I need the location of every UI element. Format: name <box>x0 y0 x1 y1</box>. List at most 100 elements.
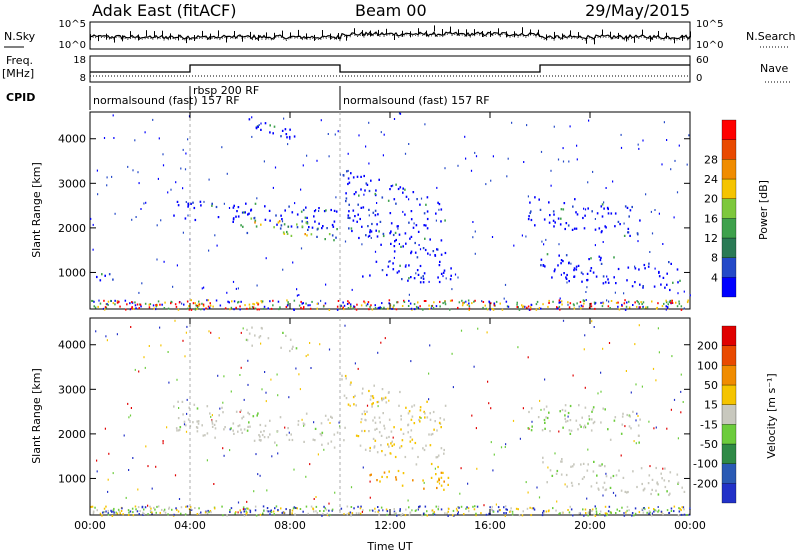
heatmap-cell <box>664 485 667 489</box>
heatmap-cell <box>542 456 544 459</box>
heatmap-cell <box>113 512 116 515</box>
heatmap-cell <box>345 197 348 200</box>
heatmap-cell <box>222 401 224 404</box>
heatmap-cell <box>326 514 329 517</box>
heatmap-cell <box>543 243 545 246</box>
heatmap-cell <box>180 512 182 515</box>
heatmap-cell <box>632 410 634 413</box>
heatmap-cell <box>175 305 178 308</box>
heatmap-cell <box>178 301 181 304</box>
heatmap-cell <box>621 506 623 509</box>
heatmap-cell <box>591 320 593 323</box>
heatmap-cell <box>583 424 586 427</box>
heatmap-cell <box>442 271 445 274</box>
heatmap-cell <box>607 212 610 215</box>
heatmap-cell <box>517 306 519 309</box>
heatmap-cell <box>249 425 251 428</box>
heatmap-cell <box>495 503 497 506</box>
heatmap-cell <box>527 218 530 221</box>
heatmap-cell <box>194 507 196 509</box>
heatmap-cell <box>465 157 467 160</box>
heatmap-cell <box>187 202 189 205</box>
heatmap-cell <box>342 306 344 309</box>
heatmap-cell <box>98 299 100 302</box>
heatmap-cell <box>621 415 624 418</box>
heatmap-cell <box>226 514 228 517</box>
heatmap-cell <box>240 300 242 303</box>
heatmap-cell <box>562 147 564 150</box>
heatmap-cell <box>407 279 409 282</box>
noise-sky-line <box>89 31 691 41</box>
heatmap-cell <box>227 300 229 303</box>
heatmap-cell <box>180 506 183 509</box>
heatmap-cell <box>492 308 495 311</box>
heatmap-cell <box>287 225 290 228</box>
heatmap-cell <box>308 226 310 229</box>
heatmap-cell <box>654 267 656 270</box>
heatmap-cell <box>135 216 137 218</box>
heatmap-cell <box>161 303 163 306</box>
heatmap-cell <box>543 418 546 422</box>
heatmap-cell <box>676 305 679 308</box>
heatmap-cell <box>320 422 323 425</box>
heatmap-cell <box>232 220 234 223</box>
heatmap-cell <box>491 307 493 310</box>
heatmap-cell <box>626 206 629 209</box>
heatmap-cell <box>263 307 265 310</box>
heatmap-cell <box>527 427 530 430</box>
heatmap-cell <box>103 308 106 311</box>
heatmap-cell <box>670 301 672 304</box>
heatmap-cell <box>370 395 372 398</box>
heatmap-cell <box>190 299 192 302</box>
heatmap-cell <box>598 488 600 491</box>
heatmap-cell <box>429 444 432 447</box>
heatmap-cell <box>306 222 309 225</box>
heatmap-cell <box>432 307 435 309</box>
heatmap-cell <box>302 164 304 167</box>
heatmap-cell <box>374 507 376 510</box>
velocity-panel-frame <box>89 317 691 516</box>
heatmap-cell <box>96 509 98 512</box>
noise-spike <box>442 29 443 35</box>
heatmap-cell <box>149 505 151 508</box>
heatmap-cell <box>634 301 636 304</box>
heatmap-cell <box>173 214 175 217</box>
heatmap-cell <box>361 225 363 228</box>
heatmap-cell <box>196 407 199 410</box>
cpid-segment-label: rbsp 200 RF <box>193 84 259 97</box>
heatmap-cell <box>677 437 679 440</box>
freq-right-label: Nave <box>760 62 788 75</box>
heatmap-cell <box>324 414 327 417</box>
heatmap-cell <box>269 513 271 516</box>
heatmap-cell <box>680 390 682 393</box>
heatmap-cell <box>269 510 271 513</box>
heatmap-cell <box>463 301 465 304</box>
heatmap-cell <box>247 425 249 428</box>
heatmap-cell <box>560 217 562 220</box>
heatmap-cell <box>491 505 493 508</box>
heatmap-cell <box>176 429 178 432</box>
heatmap-cell <box>599 510 602 513</box>
heatmap-cell <box>303 440 305 443</box>
heatmap-cell <box>643 507 645 509</box>
noise-spike <box>690 31 691 38</box>
colorbar-tick-label: 50 <box>704 379 718 392</box>
heatmap-cell <box>303 424 305 427</box>
heatmap-cell <box>91 505 94 508</box>
heatmap-cell <box>433 428 435 431</box>
heatmap-cell <box>484 304 486 307</box>
heatmap-cell <box>439 260 441 263</box>
heatmap-cell <box>604 514 606 517</box>
noise-spike <box>154 31 155 38</box>
heatmap-cell <box>677 514 680 517</box>
heatmap-cell <box>594 514 597 517</box>
heatmap-cell <box>299 388 301 391</box>
heatmap-cell <box>555 509 557 512</box>
heatmap-cell <box>192 421 194 424</box>
heatmap-cell <box>426 514 428 517</box>
heatmap-cell <box>638 302 640 305</box>
heatmap-cell <box>309 342 311 344</box>
heatmap-cell <box>118 300 120 303</box>
heatmap-cell <box>346 513 349 516</box>
